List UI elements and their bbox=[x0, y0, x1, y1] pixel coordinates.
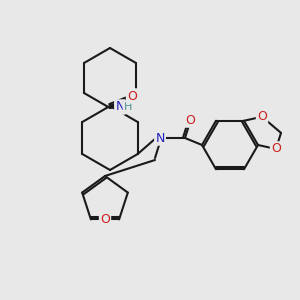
Text: N: N bbox=[115, 100, 125, 113]
Text: O: O bbox=[185, 113, 195, 127]
Text: O: O bbox=[257, 110, 267, 123]
Text: O: O bbox=[100, 213, 110, 226]
Text: N: N bbox=[155, 131, 165, 145]
Text: O: O bbox=[127, 89, 137, 103]
Text: O: O bbox=[271, 142, 281, 155]
Text: H: H bbox=[124, 102, 132, 112]
